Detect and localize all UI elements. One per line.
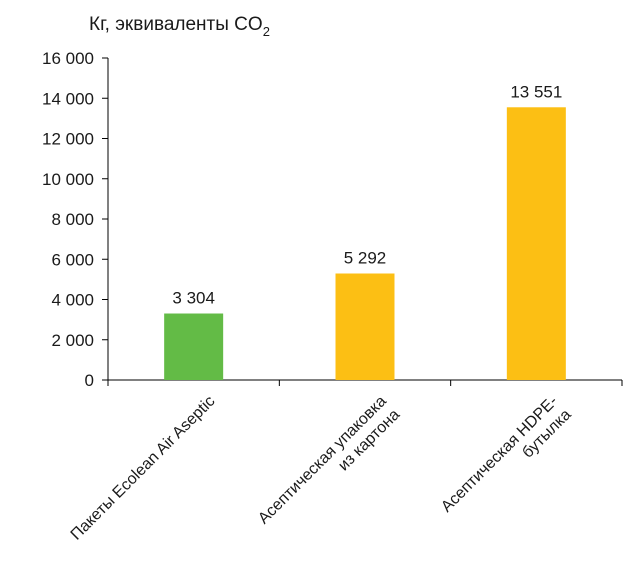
bars — [164, 107, 566, 380]
x-category-label-line: Асептическая HDPE- — [438, 393, 561, 516]
y-tick-label: 12 000 — [42, 130, 94, 149]
y-tick-label: 16 000 — [42, 49, 94, 68]
x-category-label-line: Пакеты Ecolean Air Aseptic — [68, 393, 219, 544]
x-category-label: Асептическая HDPE-бутылка — [438, 393, 574, 516]
y-tick-label: 2 000 — [51, 331, 94, 350]
data-label: 13 551 — [510, 82, 562, 101]
data-label: 5 292 — [344, 248, 387, 267]
y-tick-label: 4 000 — [51, 291, 94, 310]
x-category-label: Пакеты Ecolean Air Aseptic — [68, 393, 219, 544]
y-tick-label: 14 000 — [42, 89, 94, 108]
y-tick-label: 0 — [85, 371, 94, 390]
y-axis-unit-label: Кг, эквиваленты CO2 — [89, 14, 270, 39]
bar — [335, 273, 395, 380]
bar — [506, 107, 566, 380]
y-tick-label: 6 000 — [51, 250, 94, 269]
labels: 3 304 Пакеты Ecolean Air Aseptic 5 292 Асеп… — [68, 82, 575, 543]
y-tick-label: 8 000 — [51, 210, 94, 229]
axes: 0 2 000 4 000 6 000 8 000 10 000 12 000 14 000 1… — [42, 49, 623, 390]
x-category-label-line: Асептическая упаковка — [255, 393, 390, 528]
y-tick-label: 10 000 — [42, 170, 94, 189]
data-label: 3 304 — [172, 289, 215, 308]
bar — [164, 313, 224, 380]
